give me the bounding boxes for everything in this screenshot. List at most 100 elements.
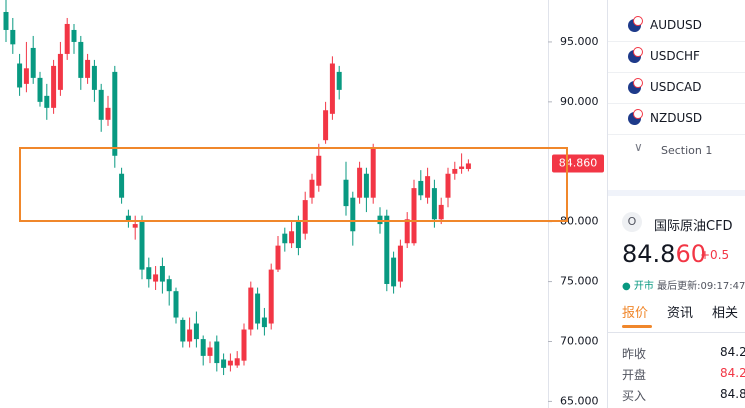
watchlist-row[interactable]: USDCHF [608,41,745,73]
candle-body [268,269,274,324]
candle-body [438,204,444,220]
candle-body [336,71,342,90]
candle-body [255,293,261,324]
candle-body [343,179,349,207]
candle-body [282,233,288,244]
chart: 65.000 70.000 75.000 80.000 90.000 95.000 84.8… [3,0,604,408]
row-value: 84.2 [720,366,745,380]
y-tick-label: 80.000 [560,215,599,228]
candle-body [180,319,186,342]
watchlist-row[interactable]: AUDUSD [608,10,745,42]
candle-body [166,279,172,292]
flag-badge [633,109,643,119]
flag-badge [633,78,643,88]
last-price-tag [552,154,604,173]
candle-body [44,95,50,108]
candle-body [295,221,301,249]
candle-body [105,107,111,120]
candle-body [17,63,23,88]
flag-icon [628,16,643,32]
candle-body [377,215,383,225]
candle-body [384,215,390,284]
candle-body [37,77,43,102]
candle-body [350,197,356,232]
candle-body [57,53,63,90]
candle-body [51,65,57,108]
flag-icon [628,109,643,125]
candle-body [146,267,152,280]
row-label: 买入 [622,389,647,403]
candle-body [30,47,36,78]
flag-badge [633,47,643,57]
candle-body [248,287,254,330]
candle-body [132,224,138,228]
flag-icon [628,47,643,63]
tab[interactable]: 资讯 [667,306,694,321]
plot [3,0,471,376]
candle-body [459,166,465,169]
candle-body [425,176,431,198]
candle-body [445,173,451,198]
highlight-box [19,147,568,222]
candle-body [214,341,220,364]
candle-body [411,188,417,244]
candle-body [10,29,16,45]
price: 84.860 [622,240,706,268]
updated: 最后更新:09:17:47 [657,281,745,292]
symbol-name[interactable]: 国际原油CFD [654,219,733,234]
divider [608,190,745,196]
candle-body [289,231,295,244]
tab-underline [622,325,652,328]
flag-icon [628,78,643,94]
candle-body [119,173,125,198]
candle-body [397,245,403,282]
symbol: USDCHF [650,49,700,63]
candle-body [78,41,84,78]
price-main: 84.8 [622,240,676,268]
y-tick-label: 95.000 [560,35,599,48]
price-axis: 65.000 70.000 75.000 80.000 90.000 95.000 84.8… [548,35,604,407]
last-price-label: 84.860 [559,156,598,169]
candle-body [200,339,206,356]
symbol: AUDUSD [650,18,702,32]
candle-body [112,71,118,156]
row-label: 开盘 [622,368,647,382]
tab[interactable]: 相关 [712,306,739,321]
candle-body [207,347,213,356]
y-tick-label: 90.000 [560,95,599,108]
candle-body [418,180,424,196]
tab-border [608,332,745,333]
row-label: 昨收 [622,347,647,361]
watchlist-row[interactable]: USDCAD [608,72,745,104]
candle-body [3,11,9,30]
candle-body [329,63,335,114]
candle-body [302,200,308,234]
candle-body [465,163,471,169]
section-chevron[interactable]: ∨ [634,140,643,154]
candle-body [153,274,159,282]
price-change: +0.5 [700,248,730,262]
y-tick-label: 65.000 [560,394,599,407]
section-label[interactable]: Section 1 [661,144,713,157]
candle-body [431,188,437,220]
candle-body [159,266,165,282]
watchlist-row[interactable]: NZDUSD [608,103,745,135]
candle-body [275,245,281,270]
y-tick-label: 75.000 [560,275,599,288]
candle-body [187,329,193,342]
candle-body [64,23,70,54]
candle-body [71,29,77,42]
candle-body [139,221,145,270]
symbol: USDCAD [650,80,702,94]
candle-body [193,323,199,340]
symbol-icon: O [622,212,642,232]
status-text: 开市 [633,281,654,292]
tab[interactable]: 报价 [622,306,649,321]
candle-body [23,68,29,84]
row-value: 84.2 [720,345,745,359]
candle-body [173,291,179,318]
candle-body [452,168,458,174]
candle-body [227,360,233,366]
candle-body [98,89,104,120]
symbol: NZDUSD [650,111,703,125]
